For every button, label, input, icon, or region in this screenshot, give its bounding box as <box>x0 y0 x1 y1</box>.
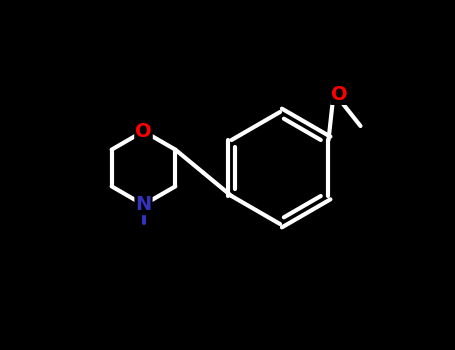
Text: O: O <box>331 85 348 104</box>
Text: N: N <box>136 195 152 214</box>
Text: O: O <box>135 122 152 141</box>
